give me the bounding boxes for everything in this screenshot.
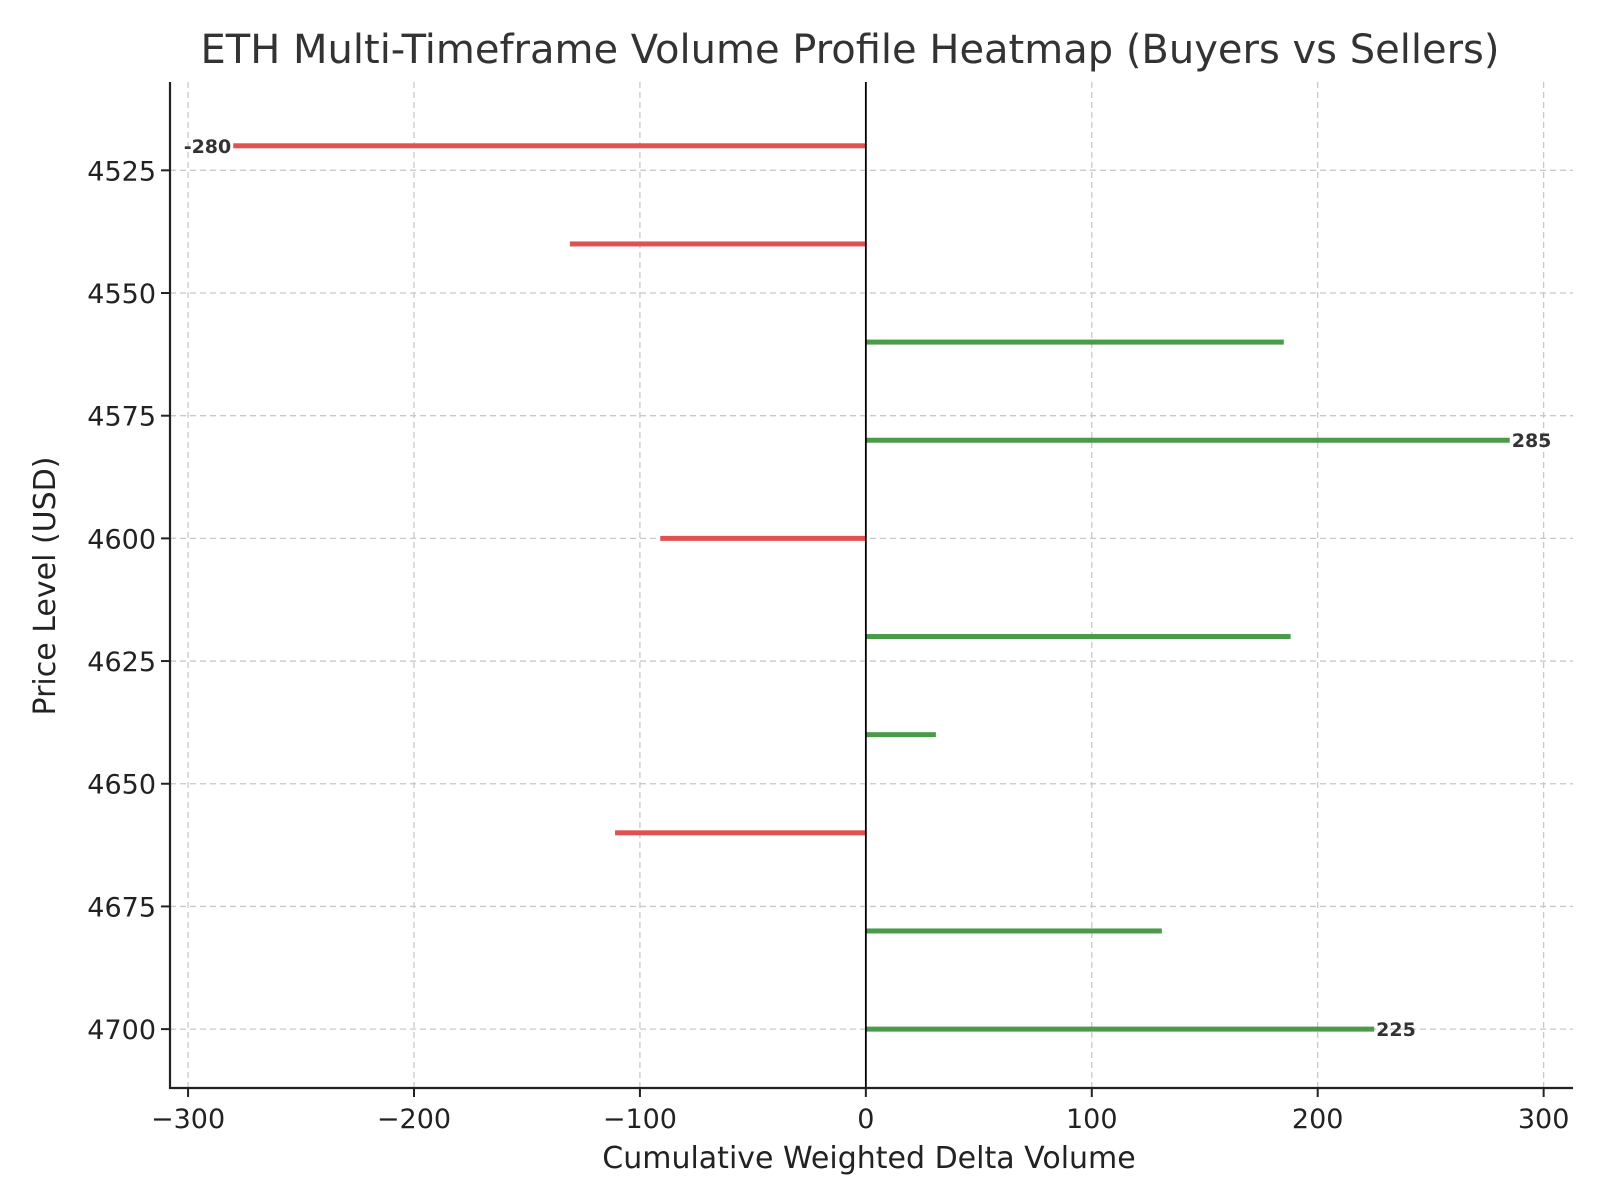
x-tick-label: −200 <box>377 1104 451 1135</box>
x-tick-label: 300 <box>1518 1104 1570 1135</box>
bar <box>865 437 1510 443</box>
bars <box>233 143 1510 1032</box>
y-tick-label: 4575 <box>87 402 156 433</box>
x-axis-ticks: −300 −200 −100 0 100 200 300 <box>151 1088 1569 1135</box>
y-tick-label: 4600 <box>87 524 156 555</box>
x-tick-label: −300 <box>151 1104 225 1135</box>
data-label: -280 <box>184 136 232 158</box>
y-tick-label: 4625 <box>87 647 156 678</box>
y-tick-label: 4650 <box>87 770 156 801</box>
x-axis-label: Cumulative Weighted Delta Volume <box>602 1141 1135 1176</box>
x-tick-label: −100 <box>603 1104 677 1135</box>
data-label: 285 <box>1512 430 1552 452</box>
data-labels: -280 285 225 <box>184 136 1552 1041</box>
bar <box>865 339 1284 345</box>
bar <box>865 634 1291 640</box>
y-tick-label: 4550 <box>87 279 156 310</box>
x-tick-label: 100 <box>1066 1104 1118 1135</box>
axes-spines <box>168 82 1573 1090</box>
grid <box>170 82 1573 1088</box>
y-tick-label: 4700 <box>87 1015 156 1046</box>
bar <box>233 143 866 149</box>
y-tick-label: 4675 <box>87 892 156 923</box>
x-tick-label: 200 <box>1292 1104 1344 1135</box>
x-tick-label: 0 <box>857 1104 874 1135</box>
data-label: 225 <box>1376 1019 1416 1041</box>
y-tick-label: 4525 <box>87 156 156 187</box>
bar <box>865 732 936 738</box>
bar <box>660 535 866 541</box>
chart-title: ETH Multi-Timeframe Volume Profile Heatm… <box>201 27 1500 73</box>
y-axis-label: Price Level (USD) <box>28 457 63 716</box>
bar <box>865 928 1162 934</box>
bar <box>615 830 866 836</box>
bar <box>569 241 866 247</box>
bar <box>865 1026 1375 1032</box>
y-axis-ticks: 4525 4550 4575 4600 4625 4650 4675 4700 <box>87 156 170 1046</box>
